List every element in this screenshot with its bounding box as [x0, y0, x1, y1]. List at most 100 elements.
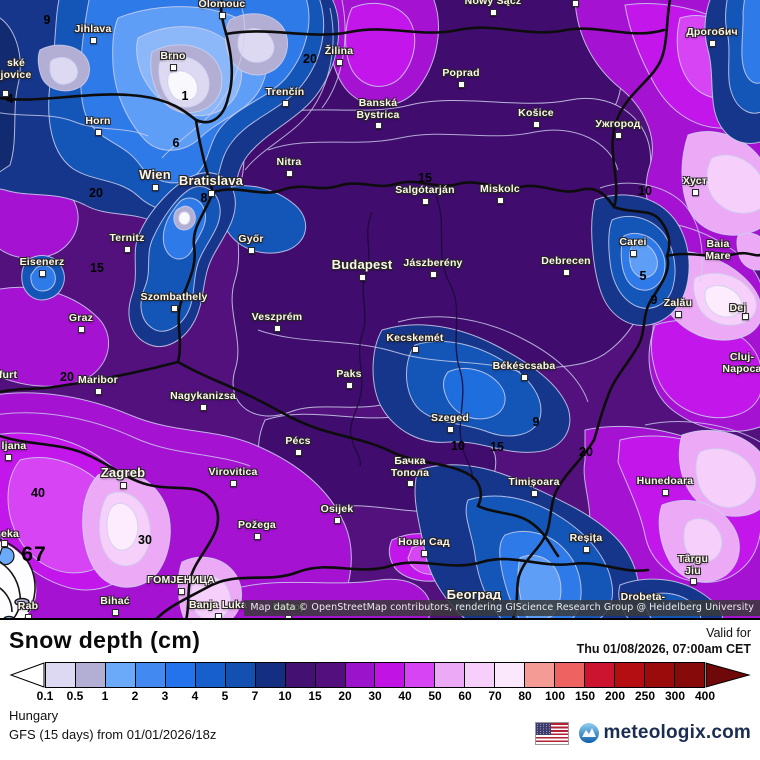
city-marker — [169, 63, 177, 71]
scale-tick: 200 — [604, 689, 626, 704]
city-label: Reșița — [569, 532, 603, 544]
contour-value-label: 9 — [650, 293, 658, 307]
city-label: Virovitica — [208, 466, 258, 478]
city-marker — [738, 364, 746, 372]
logo-text: meteologix.com — [603, 722, 751, 744]
city-marker — [38, 269, 46, 277]
city-label: Târgu Jiu — [677, 553, 709, 577]
scale-cell — [614, 662, 646, 689]
city-marker — [345, 381, 353, 389]
scale-cell — [284, 662, 316, 689]
city-label: Banská Bystrica — [356, 97, 400, 121]
city-marker — [199, 403, 207, 411]
color-scale-bar — [9, 662, 751, 689]
map-attribution: Map data © OpenStreetMap contributors, r… — [244, 600, 760, 616]
city-label: Kecskemét — [386, 332, 444, 344]
city-marker — [489, 8, 497, 16]
city-marker — [1, 89, 9, 97]
contour-value-label: 40 — [31, 486, 45, 500]
scale-left-arrow — [9, 662, 45, 688]
city-marker — [674, 310, 682, 318]
us-flag-icon — [534, 721, 569, 745]
scale-cell — [194, 662, 226, 689]
scale-tick: 400 — [694, 689, 716, 704]
scale-tick: 250 — [634, 689, 656, 704]
city-label: Београд — [446, 587, 502, 602]
city-label: Rab — [17, 600, 39, 612]
city-marker — [335, 58, 343, 66]
city-label: Osijek — [320, 503, 354, 515]
city-label: Дрогобич — [686, 26, 738, 38]
scale-tick: 30 — [368, 689, 382, 704]
city-label: Szombathely — [140, 291, 208, 303]
city-label: Zalău — [663, 297, 693, 309]
city-label: Miskolc — [480, 183, 520, 195]
meteologix-logo-link[interactable]: meteologix.com — [578, 722, 751, 744]
city-label: Ужгород — [595, 118, 641, 130]
city-marker — [420, 549, 428, 557]
city-marker — [0, 539, 8, 547]
contour-value-label: 6 — [172, 136, 180, 150]
adriatic-sea — [0, 538, 37, 618]
city-label: Drobeta- — [620, 591, 666, 603]
scale-tick: 50 — [428, 689, 442, 704]
city-marker — [285, 169, 293, 177]
city-marker — [214, 612, 222, 618]
contour-value-label: 15 — [90, 261, 104, 275]
scale-cell — [344, 662, 376, 689]
city-marker — [119, 481, 127, 489]
page-title: Snow depth (cm) — [9, 627, 201, 653]
contour-value-label: 9 — [43, 13, 51, 27]
scale-tick: 70 — [488, 689, 502, 704]
city-marker — [333, 516, 341, 524]
scale-tick: 1 — [101, 689, 109, 704]
city-marker — [294, 448, 302, 456]
city-marker — [446, 425, 454, 433]
contour-value-label: 20 — [60, 370, 74, 384]
valid-time: Thu 01/08/2026, 07:00am CET — [576, 641, 751, 656]
city-marker — [661, 488, 669, 496]
scale-tick: 60 — [458, 689, 472, 704]
contour-value-label: 30 — [138, 533, 152, 547]
scale-tick: 5 — [221, 689, 229, 704]
city-label: Бачка Топола — [390, 455, 430, 479]
city-marker — [170, 304, 178, 312]
scale-tick: 40 — [398, 689, 412, 704]
city-label: ské jovice — [0, 57, 32, 81]
city-marker — [253, 532, 261, 540]
city-label: Hunedoara — [636, 475, 694, 487]
city-marker — [406, 479, 414, 487]
city-marker — [429, 270, 437, 278]
model-info-block: Hungary GFS (15 days) from 01/01/2026/18… — [9, 707, 216, 745]
scale-tick: 80 — [518, 689, 532, 704]
city-marker — [89, 36, 97, 44]
scale-cell — [554, 662, 586, 689]
city-marker — [741, 312, 749, 320]
contour-value-label: 15 — [490, 440, 504, 454]
scale-right-arrow — [705, 662, 751, 688]
contour-value-label: 10 — [638, 184, 652, 198]
city-label: eka — [0, 528, 20, 540]
city-marker — [689, 577, 697, 585]
city-marker — [207, 189, 215, 197]
city-marker — [94, 387, 102, 395]
contour-value-label: 8 — [200, 191, 208, 205]
city-marker — [281, 99, 289, 107]
city-marker — [218, 11, 226, 19]
city-label: Budapest — [331, 257, 393, 272]
city-label: Carei — [619, 236, 647, 248]
city-marker — [582, 545, 590, 553]
city-label: Graz — [68, 312, 94, 324]
city-marker — [411, 345, 419, 353]
scale-cell — [494, 662, 526, 689]
city-label: ГОМЈЕНИЦА — [147, 574, 215, 586]
city-label: Trenčín — [265, 86, 305, 98]
city-label: Nowy Sącz — [464, 0, 522, 7]
city-label: Timișoara — [508, 476, 560, 488]
scale-cell — [134, 662, 166, 689]
weather-map: Olomouc Jihlava Brno ské jovice Žilina Trenčí… — [0, 0, 760, 620]
city-label: Debrecen — [541, 255, 591, 267]
city-marker — [421, 197, 429, 205]
valid-time-block: Valid for Thu 01/08/2026, 07:00am CET — [577, 626, 751, 657]
city-label: Maribor — [78, 374, 118, 386]
